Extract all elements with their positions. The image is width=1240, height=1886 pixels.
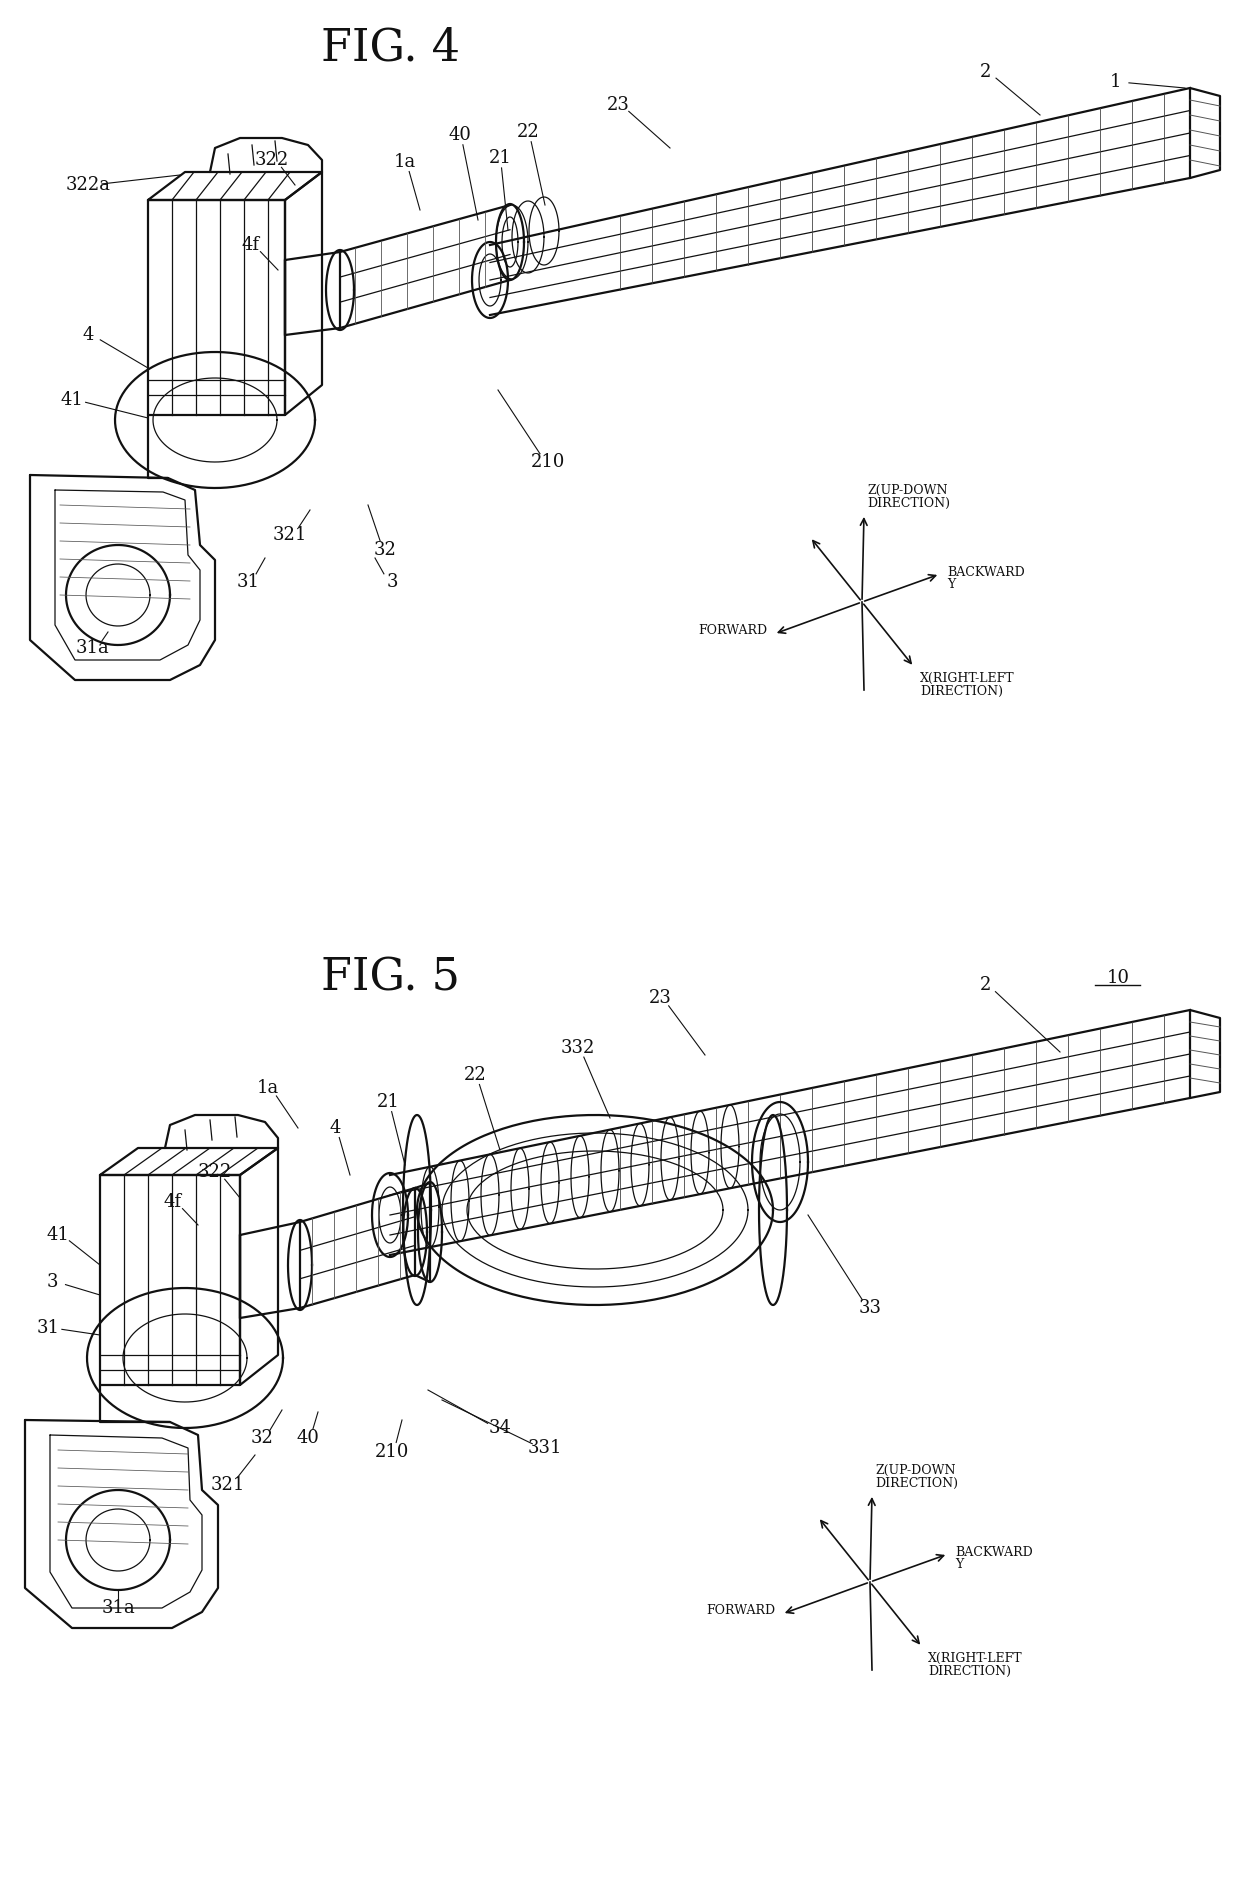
Text: 21: 21 bbox=[377, 1094, 399, 1111]
Text: 1a: 1a bbox=[257, 1079, 279, 1098]
Text: 31: 31 bbox=[237, 573, 259, 590]
Text: 210: 210 bbox=[374, 1443, 409, 1462]
Text: 41: 41 bbox=[47, 1226, 69, 1245]
Text: 22: 22 bbox=[464, 1066, 486, 1084]
Text: 321: 321 bbox=[211, 1477, 246, 1494]
Text: 332: 332 bbox=[560, 1039, 595, 1056]
Text: Z(UP-DOWN: Z(UP-DOWN bbox=[875, 1464, 956, 1477]
Text: 3: 3 bbox=[386, 573, 398, 590]
Text: 322a: 322a bbox=[66, 175, 110, 194]
Text: 41: 41 bbox=[61, 390, 83, 409]
Text: DIRECTION): DIRECTION) bbox=[875, 1477, 959, 1490]
Text: FORWARD: FORWARD bbox=[698, 624, 768, 637]
Text: 10: 10 bbox=[1106, 969, 1130, 986]
Text: 21: 21 bbox=[489, 149, 511, 168]
Text: 22: 22 bbox=[517, 123, 539, 141]
Text: 31a: 31a bbox=[76, 639, 109, 656]
Text: 32: 32 bbox=[250, 1430, 274, 1447]
Text: 322: 322 bbox=[255, 151, 289, 170]
Text: 40: 40 bbox=[449, 126, 471, 143]
Text: 32: 32 bbox=[373, 541, 397, 558]
Text: 31: 31 bbox=[36, 1318, 60, 1337]
Text: BACKWARD: BACKWARD bbox=[947, 566, 1024, 579]
Text: 321: 321 bbox=[273, 526, 308, 543]
Text: Y: Y bbox=[947, 577, 955, 590]
Text: 31a: 31a bbox=[102, 1599, 135, 1616]
Text: 3: 3 bbox=[46, 1273, 58, 1292]
Text: 1a: 1a bbox=[394, 153, 417, 172]
Text: FIG. 5: FIG. 5 bbox=[321, 956, 460, 1000]
Text: 4f: 4f bbox=[162, 1194, 181, 1211]
Text: 4: 4 bbox=[330, 1118, 341, 1137]
Text: DIRECTION): DIRECTION) bbox=[867, 498, 950, 509]
Text: 2: 2 bbox=[980, 975, 991, 994]
Text: 331: 331 bbox=[528, 1439, 562, 1458]
Text: DIRECTION): DIRECTION) bbox=[928, 1665, 1011, 1679]
Text: Z(UP-DOWN: Z(UP-DOWN bbox=[867, 485, 947, 498]
Text: 322: 322 bbox=[198, 1164, 232, 1181]
Text: 2: 2 bbox=[980, 62, 991, 81]
Text: BACKWARD: BACKWARD bbox=[955, 1547, 1033, 1560]
Text: X(RIGHT-LEFT: X(RIGHT-LEFT bbox=[928, 1652, 1023, 1665]
Text: 210: 210 bbox=[531, 453, 565, 472]
Text: 23: 23 bbox=[606, 96, 630, 113]
Text: 4f: 4f bbox=[241, 236, 259, 255]
Text: 33: 33 bbox=[858, 1299, 882, 1316]
Text: FIG. 4: FIG. 4 bbox=[320, 26, 460, 70]
Text: Y: Y bbox=[955, 1558, 963, 1571]
Text: 40: 40 bbox=[296, 1430, 320, 1447]
Text: 23: 23 bbox=[649, 988, 671, 1007]
Text: FORWARD: FORWARD bbox=[706, 1603, 775, 1616]
Text: 1: 1 bbox=[1110, 74, 1121, 91]
Text: X(RIGHT-LEFT: X(RIGHT-LEFT bbox=[920, 671, 1014, 685]
Text: 34: 34 bbox=[489, 1418, 511, 1437]
Text: 4: 4 bbox=[82, 326, 94, 343]
Text: DIRECTION): DIRECTION) bbox=[920, 685, 1003, 698]
